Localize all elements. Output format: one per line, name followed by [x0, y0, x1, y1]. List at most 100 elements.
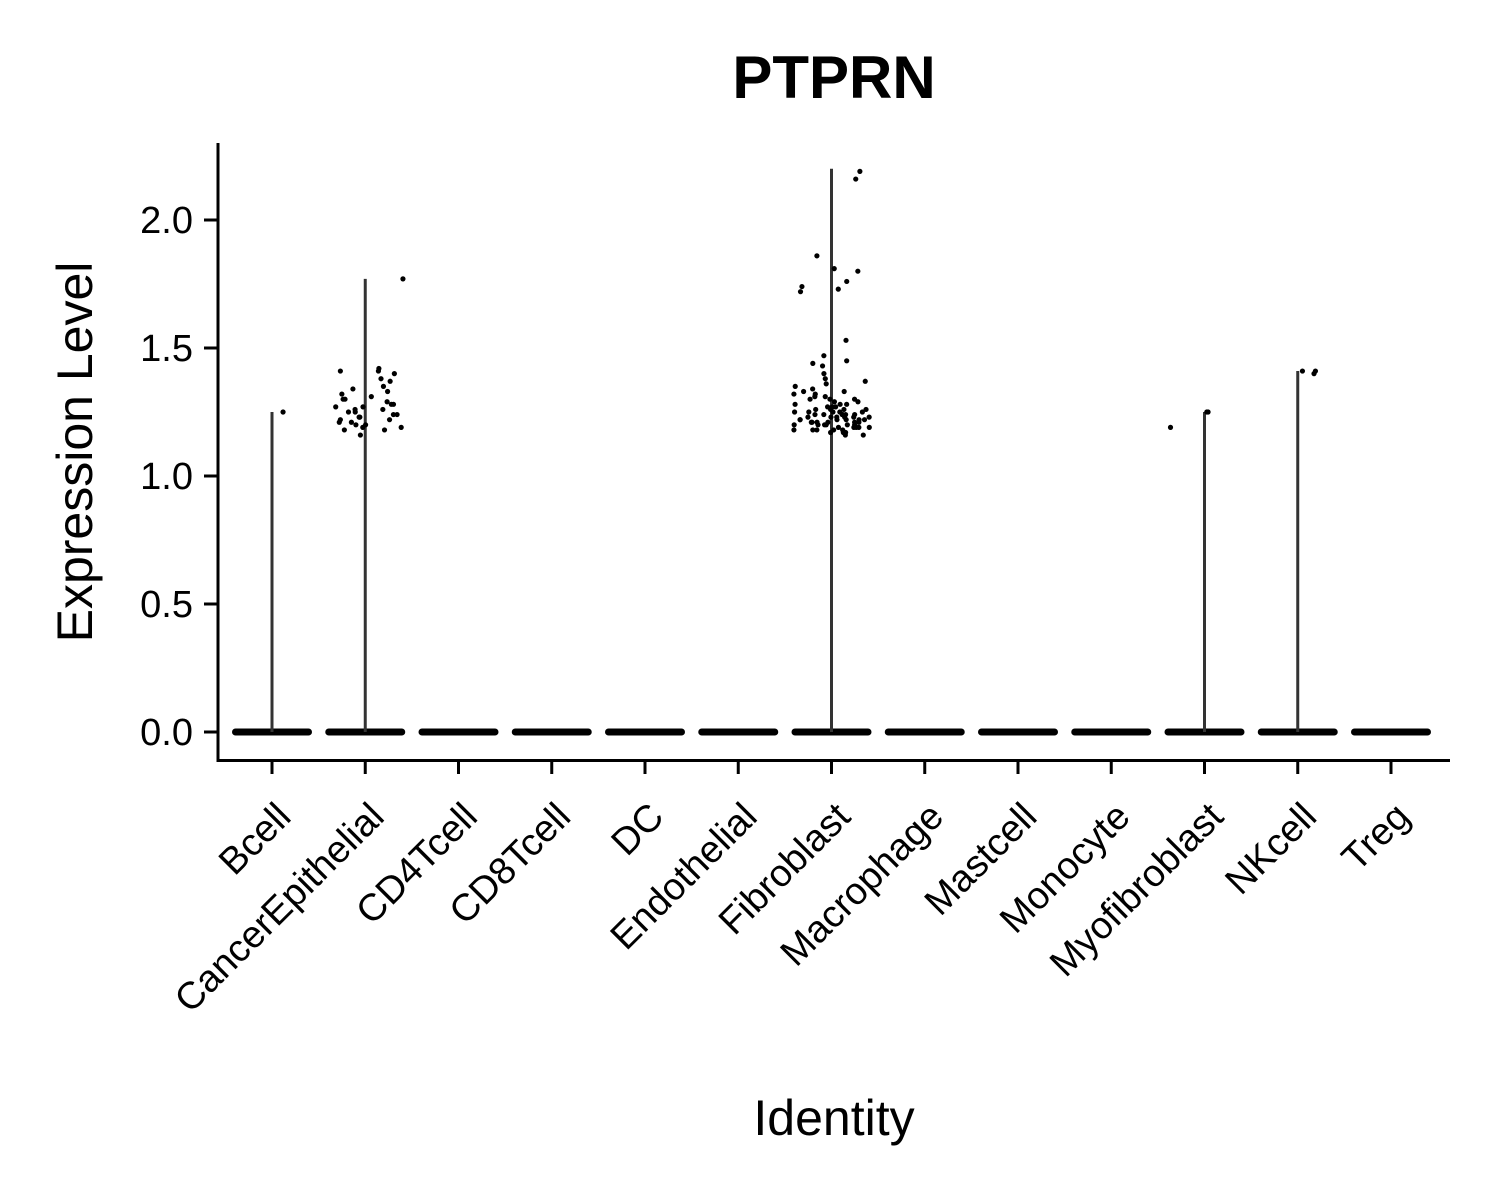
violin-group: [418, 728, 499, 736]
data-point: [387, 378, 393, 384]
data-point: [863, 406, 869, 413]
data-point: [797, 289, 804, 295]
data-point: [390, 411, 397, 418]
violin-group: [511, 728, 592, 736]
data-point: [360, 404, 366, 410]
data-point: [856, 424, 862, 430]
data-point: [805, 414, 811, 420]
data-point: [810, 360, 816, 366]
data-point: [823, 381, 829, 387]
violin-zero-band: [884, 728, 965, 736]
violin-zero-band: [698, 728, 779, 736]
data-point: [815, 422, 821, 428]
data-point: [352, 409, 358, 415]
data-point: [813, 406, 819, 413]
data-point: [384, 388, 391, 395]
data-point: [844, 358, 850, 364]
data-point: [831, 399, 838, 405]
violin-zero-band: [1071, 728, 1152, 736]
data-point: [853, 176, 859, 182]
data-point: [828, 414, 834, 420]
data-point: [821, 371, 827, 377]
data-point: [340, 396, 346, 402]
data-point: [353, 422, 359, 428]
data-point: [855, 268, 861, 274]
data-point: [827, 429, 834, 436]
data-point: [333, 404, 339, 410]
data-point: [345, 409, 352, 415]
data-point: [337, 368, 343, 374]
data-point: [791, 409, 798, 415]
data-point: [799, 283, 805, 290]
data-point: [280, 409, 286, 415]
data-point: [841, 406, 847, 413]
y-tick-label: 2.0: [140, 200, 193, 242]
data-point: [859, 409, 865, 415]
data-point: [819, 363, 826, 369]
data-point: [394, 411, 400, 418]
data-point: [808, 419, 814, 425]
data-point: [400, 276, 406, 282]
data-point: [837, 401, 843, 407]
violin-zero-band: [511, 728, 592, 736]
x-tick-label: Treg: [1334, 795, 1418, 879]
data-point: [1311, 371, 1317, 377]
chart-title: PTPRN: [732, 44, 935, 111]
data-point: [831, 266, 837, 272]
data-point: [368, 394, 374, 400]
data-point: [380, 383, 387, 389]
violin-group: [791, 168, 872, 736]
data-point: [791, 391, 797, 397]
data-point: [827, 396, 833, 402]
data-point: [380, 406, 386, 413]
violin-group: [1257, 368, 1338, 736]
data-point: [812, 411, 818, 418]
x-tick-label: DC: [604, 795, 673, 864]
data-point: [844, 401, 850, 407]
data-point: [398, 424, 404, 430]
data-point: [797, 417, 803, 423]
data-point: [801, 388, 807, 395]
data-point: [814, 427, 820, 433]
plot-area: [232, 168, 1431, 736]
data-point: [348, 419, 355, 425]
data-point: [844, 422, 850, 428]
violin-group: [1164, 409, 1245, 736]
x-axis-title: Identity: [753, 1090, 914, 1146]
data-point: [814, 253, 820, 259]
violin-group: [232, 409, 312, 736]
data-point: [866, 424, 872, 430]
data-point: [855, 399, 861, 405]
y-tick-label: 0.0: [140, 712, 193, 754]
data-point: [381, 427, 388, 433]
data-point: [860, 432, 866, 438]
data-point: [821, 411, 827, 418]
data-point: [841, 388, 847, 395]
data-point: [810, 427, 816, 433]
data-point: [791, 427, 797, 433]
data-point: [807, 396, 813, 402]
x-tick-label: Bcell: [211, 795, 299, 883]
data-point: [851, 414, 857, 420]
data-point: [856, 419, 862, 425]
data-point: [822, 376, 828, 382]
x-tick-label: NKcell: [1218, 795, 1325, 902]
data-point: [834, 417, 840, 423]
data-point: [339, 391, 345, 397]
data-point: [336, 419, 342, 425]
data-point: [844, 278, 850, 285]
y-axis-ticks: 0.0 0.5 1.0 1.5 2.0: [140, 200, 218, 754]
data-point: [843, 337, 849, 343]
violin-zero-band: [978, 728, 1058, 736]
violin-group: [325, 276, 406, 736]
violin-group: [605, 728, 685, 736]
violin-group: [978, 728, 1058, 736]
y-tick-label: 1.5: [140, 328, 193, 370]
data-point: [857, 168, 863, 174]
violin-group: [698, 728, 779, 736]
violin-group: [1071, 728, 1152, 736]
data-point: [384, 399, 390, 405]
data-point: [842, 432, 848, 438]
